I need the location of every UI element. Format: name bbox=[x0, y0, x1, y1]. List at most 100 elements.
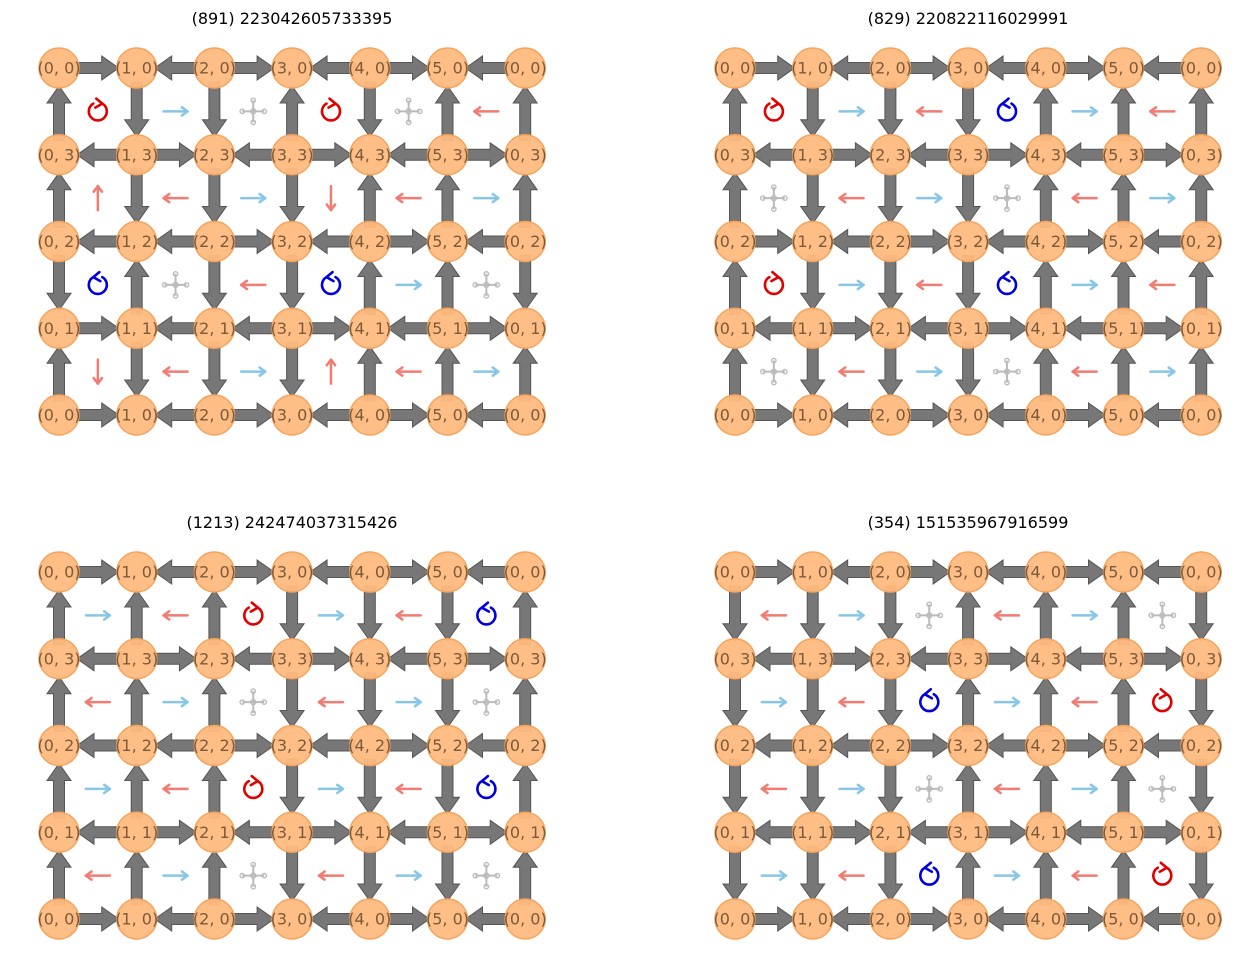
cell-glyph-4-1-3 bbox=[993, 696, 1021, 708]
node-4-0-4: (4, 0) bbox=[1024, 551, 1067, 593]
node-4-4-5: (5, 0) bbox=[1102, 898, 1145, 940]
node-label: (4, 0) bbox=[1024, 563, 1067, 582]
edge-v-1-0-3 bbox=[279, 85, 306, 142]
node-label: (4, 0) bbox=[348, 406, 391, 425]
panel-4-title: (354) 151535967916599 bbox=[868, 513, 1069, 532]
edge-v-3-1-5 bbox=[434, 672, 461, 729]
node-4-2-4: (4, 2) bbox=[1024, 724, 1067, 767]
node-4-2-5: (5, 2) bbox=[1102, 724, 1145, 767]
node-label: (3, 0) bbox=[271, 59, 314, 78]
node-3-0-6: (0, 0) bbox=[504, 551, 547, 593]
node-label: (0, 0) bbox=[37, 563, 80, 582]
cell-glyph-4-0-3 bbox=[993, 610, 1021, 621]
node-3-3-1: (1, 1) bbox=[115, 811, 158, 853]
edge-v-3-1-3 bbox=[279, 672, 306, 729]
edge-v-3-2-0 bbox=[46, 762, 72, 819]
node-label: (2, 0) bbox=[869, 406, 912, 425]
cell-glyph-2-1-4 bbox=[1071, 192, 1098, 204]
cell-glyph-2-1-5 bbox=[1149, 192, 1176, 204]
edge-v-1-0-2 bbox=[201, 81, 228, 138]
node-1-0-0: (0, 0) bbox=[37, 47, 81, 89]
node-label: (2, 2) bbox=[869, 232, 912, 251]
edge-v-4-3-2 bbox=[877, 845, 904, 902]
node-label: (0, 0) bbox=[504, 59, 547, 78]
node-label: (0, 1) bbox=[1180, 823, 1223, 842]
node-label: (2, 1) bbox=[193, 319, 236, 338]
node-3-2-4: (4, 2) bbox=[348, 724, 391, 767]
edge-v-1-1-6 bbox=[512, 171, 539, 228]
edge-v-4-2-5 bbox=[1110, 762, 1137, 819]
edge-v-2-1-3 bbox=[955, 168, 982, 225]
edge-v-4-3-5 bbox=[1110, 849, 1137, 906]
edge-v-3-1-4 bbox=[356, 672, 383, 729]
node-2-0-5: (5, 0) bbox=[1102, 47, 1145, 89]
edge-v-4-0-4 bbox=[1032, 589, 1059, 646]
edge-v-4-1-5 bbox=[1110, 675, 1137, 732]
node-4-3-5: (5, 1) bbox=[1102, 811, 1145, 853]
node-3-3-3: (3, 1) bbox=[271, 811, 314, 853]
cell-glyph-3-3-4 bbox=[395, 870, 422, 881]
node-label: (3, 3) bbox=[947, 145, 990, 164]
panel-1: (891) 223042605733395 (0, 0) (1, 0) (2, 0)… bbox=[37, 9, 547, 436]
node-1-2-1: (1, 2) bbox=[115, 220, 158, 263]
node-label: (4, 3) bbox=[1024, 145, 1067, 164]
node-2-4-0: (0, 0) bbox=[713, 394, 757, 436]
node-label: (1, 3) bbox=[791, 649, 834, 668]
edge-v-3-0-6 bbox=[512, 589, 539, 646]
node-1-4-6: (0, 0) bbox=[504, 394, 547, 436]
node-3-4-5: (5, 0) bbox=[426, 898, 469, 940]
node-1-3-5: (5, 1) bbox=[426, 307, 469, 349]
node-label: (1, 2) bbox=[115, 736, 158, 755]
cell-glyph-2-2-4 bbox=[1071, 279, 1098, 291]
node-label: (5, 0) bbox=[426, 406, 469, 425]
node-label: (2, 0) bbox=[869, 910, 912, 929]
node-label: (4, 1) bbox=[1024, 319, 1067, 338]
edge-v-1-1-2 bbox=[201, 168, 228, 225]
cell-glyph-2-3-1 bbox=[838, 366, 865, 377]
node-label: (5, 1) bbox=[1102, 319, 1145, 338]
node-label: (5, 3) bbox=[1102, 649, 1145, 668]
edge-v-2-2-0 bbox=[722, 258, 748, 315]
node-3-1-5: (5, 3) bbox=[426, 638, 469, 680]
node-2-0-2: (2, 0) bbox=[869, 47, 912, 89]
node-3-4-2: (2, 0) bbox=[193, 898, 236, 940]
node-label: (5, 1) bbox=[426, 319, 469, 338]
node-label: (2, 0) bbox=[193, 406, 236, 425]
cell-glyph-3-1-3 bbox=[317, 696, 345, 708]
node-2-0-3: (3, 0) bbox=[947, 47, 990, 89]
node-label: (0, 2) bbox=[504, 232, 547, 251]
node-label: (4, 2) bbox=[1024, 736, 1067, 755]
edge-v-4-1-1 bbox=[799, 672, 826, 729]
node-2-0-4: (4, 0) bbox=[1024, 47, 1067, 89]
node-label: (1, 2) bbox=[791, 736, 834, 755]
cell-glyph-3-0-1 bbox=[162, 610, 189, 621]
node-label: (3, 0) bbox=[271, 406, 314, 425]
node-label: (0, 1) bbox=[37, 319, 80, 338]
node-label: (0, 0) bbox=[1180, 59, 1223, 78]
node-4-2-3: (3, 2) bbox=[947, 724, 990, 767]
node-label: (4, 2) bbox=[348, 736, 391, 755]
panel-1-graph: (0, 0) (1, 0) (2, 0) (3, 0) (4, 0) (5, 0) (0, … bbox=[37, 47, 547, 436]
node-2-3-3: (3, 1) bbox=[947, 307, 990, 349]
cell-glyph-2-3-2 bbox=[916, 366, 943, 377]
cell-glyph-4-3-3 bbox=[993, 870, 1021, 881]
edge-v-1-3-5 bbox=[434, 345, 461, 402]
cell-glyph-3-2-1 bbox=[162, 783, 189, 795]
edge-v-1-0-0 bbox=[46, 85, 72, 142]
node-1-0-1: (1, 0) bbox=[115, 47, 158, 89]
cell-glyph-1-2-2 bbox=[240, 279, 267, 291]
node-label: (1, 3) bbox=[115, 145, 158, 164]
node-label: (0, 1) bbox=[1180, 319, 1223, 338]
node-1-2-6: (0, 2) bbox=[504, 220, 547, 263]
edge-v-2-0-5 bbox=[1110, 85, 1137, 142]
node-label: (3, 0) bbox=[271, 563, 314, 582]
node-3-3-5: (5, 1) bbox=[426, 811, 469, 853]
node-3-2-3: (3, 2) bbox=[271, 724, 314, 767]
node-label: (2, 3) bbox=[193, 145, 236, 164]
cell-glyph-1-3-4 bbox=[395, 366, 422, 377]
edge-v-4-2-1 bbox=[799, 759, 826, 816]
node-label: (5, 3) bbox=[426, 145, 469, 164]
node-1-3-4: (4, 1) bbox=[348, 307, 391, 349]
node-label: (3, 1) bbox=[271, 823, 314, 842]
node-label: (0, 0) bbox=[713, 59, 756, 78]
